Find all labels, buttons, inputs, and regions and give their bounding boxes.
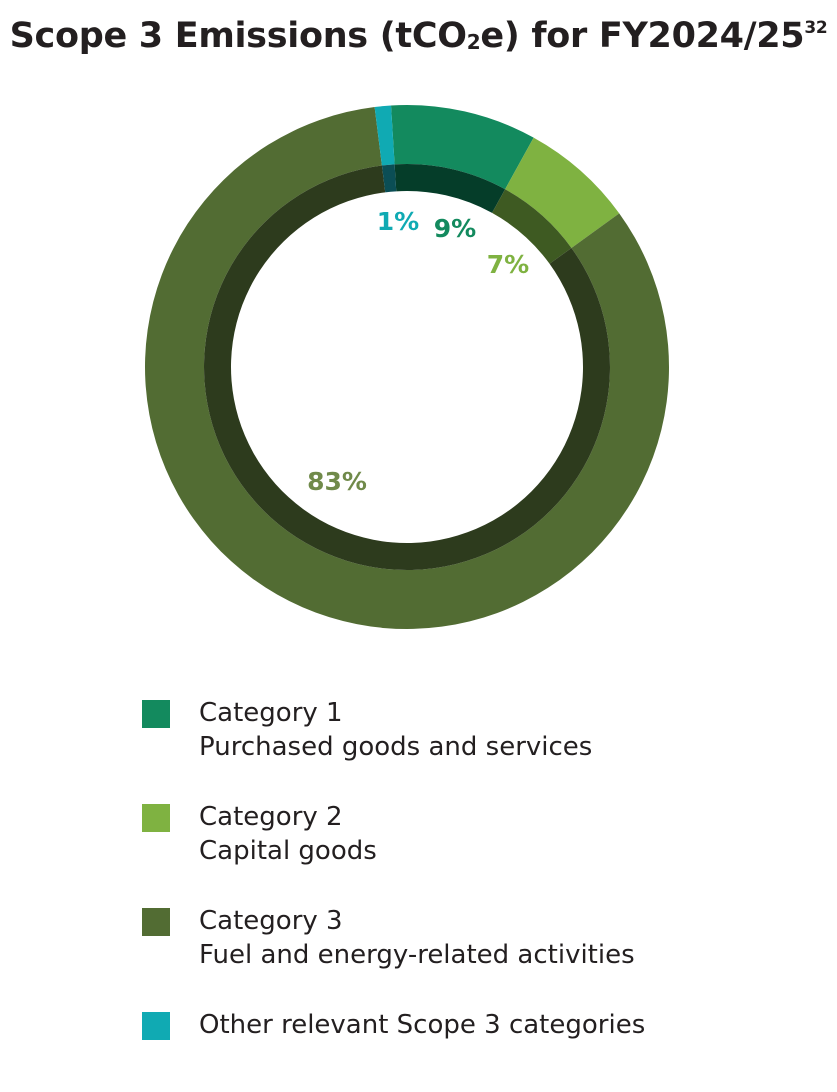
legend-label-line2: Purchased goods and services xyxy=(199,732,593,762)
chart-title-subscript: 2 xyxy=(466,30,481,54)
data-label-category-2-capital-goods: 7% xyxy=(487,250,529,279)
data-label-category-1-purchased-goods-and-services: 9% xyxy=(434,214,476,243)
legend-label-line2: Capital goods xyxy=(199,836,377,866)
legend-label-category-3: Category 3 Fuel and energy-related activi… xyxy=(199,904,635,972)
legend-label-line1: Category 1 xyxy=(199,698,343,728)
legend-label-line1: Other relevant Scope 3 categories xyxy=(199,1010,646,1040)
chart-title-main: Scope 3 Emissions (tCO xyxy=(9,16,467,56)
slice-category-2-capital-goods xyxy=(505,137,620,248)
chart-title: Scope 3 Emissions (tCO2e) for FY2024/253… xyxy=(0,16,837,56)
slice-other-relevant-scope-3-categories xyxy=(374,105,395,166)
legend-label-line2: Fuel and energy-related activities xyxy=(199,940,635,970)
legend-label-category-1: Category 1 Purchased goods and services xyxy=(199,696,592,764)
data-label-other-relevant-scope-3-categories: 1% xyxy=(377,207,419,236)
data-label-category-3-fuel-and-energy-related-activities: 83% xyxy=(307,467,367,496)
chart-title-rest: e) for FY2024/25 xyxy=(480,16,805,56)
donut-chart: 9% 7% 83% 1% xyxy=(145,105,669,630)
slice-inner-category-1-purchased-goods-and-services xyxy=(394,164,506,213)
legend-swatch-category-3 xyxy=(142,908,170,936)
chart-title-footnote: 32 xyxy=(804,18,828,38)
legend-label-line1: Category 2 xyxy=(199,802,343,832)
legend-swatch-category-1 xyxy=(142,700,170,728)
legend-label-category-2: Category 2 Capital goods xyxy=(199,800,377,868)
slice-inner-category-2-capital-goods xyxy=(492,189,572,264)
legend-label-other: Other relevant Scope 3 categories xyxy=(199,1008,645,1042)
legend-swatch-category-2 xyxy=(142,804,170,832)
legend-label-line1: Category 3 xyxy=(199,906,343,936)
legend-swatch-other xyxy=(142,1012,170,1040)
slice-inner-other-relevant-scope-3-categories xyxy=(381,164,397,193)
slice-category-1-purchased-goods-and-services xyxy=(391,105,534,190)
